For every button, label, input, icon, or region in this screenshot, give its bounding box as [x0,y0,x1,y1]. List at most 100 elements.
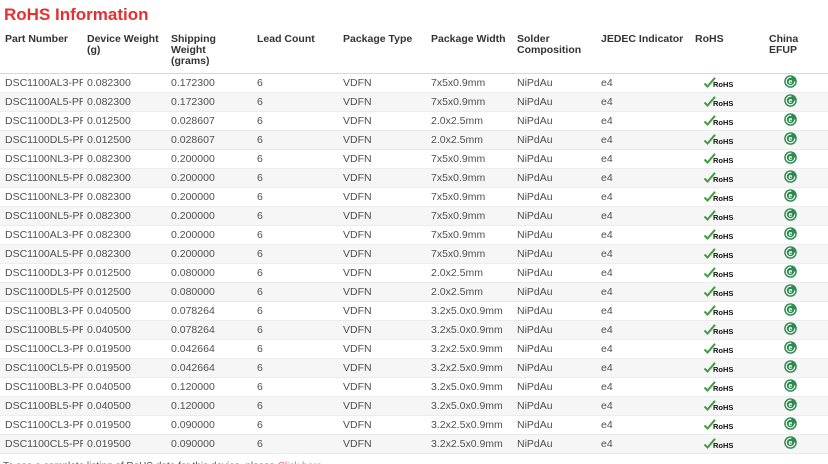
cell-shipping-weight: 0.200000 [167,150,253,169]
table-row: DSC1100CL5-PROG 0.019500 0.042664 6 VDFN… [0,359,828,378]
rohs-icon-label: RoHS [713,99,733,108]
cell-lead-count: 6 [253,245,339,264]
cell-jedec-indicator: e4 [597,435,691,454]
cell-shipping-weight: 0.042664 [167,359,253,378]
cell-package-type: VDFN [339,169,427,188]
rohs-compliant-check-icon: RoHS [703,399,733,412]
cell-jedec-indicator: e4 [597,207,691,226]
cell-china-efup: e [765,435,828,454]
cell-device-weight: 0.082300 [83,74,167,93]
cell-solder-composition: NiPdAu [513,321,597,340]
table-row: DSC1100AL5-PROG 0.082300 0.172300 6 VDFN… [0,93,828,112]
cell-package-type: VDFN [339,378,427,397]
cell-part-number: DSC1100CL3-PROG [0,340,83,359]
efup-icon-glyph: e [789,326,793,333]
cell-rohs: RoHS [691,264,765,283]
table-row: DSC1100CL3-PROG 0.019500 0.042664 6 VDFN… [0,340,828,359]
china-efup-e-circle-icon: e [784,341,797,354]
rohs-compliant-check-icon: RoHS [703,361,733,374]
cell-device-weight: 0.040500 [83,397,167,416]
cell-solder-composition: NiPdAu [513,93,597,112]
rohs-icon-label: RoHS [713,137,733,146]
cell-package-type: VDFN [339,131,427,150]
cell-package-type: VDFN [339,74,427,93]
cell-rohs: RoHS [691,397,765,416]
cell-package-width: 7x5x0.9mm [427,245,513,264]
rohs-icon-label: RoHS [713,384,733,393]
cell-part-number: DSC1100BL5-PROGT [0,397,83,416]
cell-jedec-indicator: e4 [597,359,691,378]
cell-jedec-indicator: e4 [597,264,691,283]
cell-package-width: 3.2x2.5x0.9mm [427,435,513,454]
rohs-icon-label: RoHS [713,213,733,222]
cell-device-weight: 0.082300 [83,226,167,245]
table-row: DSC1100BL3-PROGT 0.040500 0.120000 6 VDF… [0,378,828,397]
rohs-compliant-check-icon: RoHS [703,76,733,89]
cell-jedec-indicator: e4 [597,112,691,131]
cell-rohs: RoHS [691,340,765,359]
cell-shipping-weight: 0.200000 [167,245,253,264]
china-efup-e-circle-icon: e [784,398,797,411]
cell-part-number: DSC1100CL5-PROG [0,359,83,378]
cell-part-number: DSC1100NL5-PROG [0,169,83,188]
china-efup-e-circle-icon: e [784,94,797,107]
rohs-icon-label: RoHS [713,441,733,450]
cell-china-efup: e [765,378,828,397]
table-row: DSC1100AL3-PROGT 0.082300 0.200000 6 VDF… [0,226,828,245]
cell-package-width: 7x5x0.9mm [427,226,513,245]
efup-icon-glyph: e [789,440,793,447]
cell-solder-composition: NiPdAu [513,188,597,207]
cell-part-number: DSC1100NL3-PROGT [0,188,83,207]
cell-shipping-weight: 0.090000 [167,416,253,435]
china-efup-e-circle-icon: e [784,132,797,145]
cell-solder-composition: NiPdAu [513,378,597,397]
cell-shipping-weight: 0.200000 [167,169,253,188]
cell-rohs: RoHS [691,131,765,150]
rohs-icon-label: RoHS [713,251,733,260]
cell-china-efup: e [765,245,828,264]
cell-rohs: RoHS [691,226,765,245]
cell-part-number: DSC1100AL3-PROGT [0,226,83,245]
cell-rohs: RoHS [691,112,765,131]
cell-china-efup: e [765,188,828,207]
cell-package-width: 2.0x2.5mm [427,283,513,302]
cell-device-weight: 0.082300 [83,188,167,207]
cell-solder-composition: NiPdAu [513,435,597,454]
cell-device-weight: 0.019500 [83,435,167,454]
rohs-compliant-check-icon: RoHS [703,437,733,450]
rohs-icon-label: RoHS [713,365,733,374]
cell-lead-count: 6 [253,302,339,321]
cell-solder-composition: NiPdAu [513,150,597,169]
rohs-information-page: RoHS Information Part Number Device Weig… [0,0,828,464]
efup-icon-glyph: e [789,269,793,276]
china-efup-e-circle-icon: e [784,151,797,164]
column-header-shipping-weight: Shipping Weight (grams) [167,32,253,74]
china-efup-e-circle-icon: e [784,170,797,183]
efup-icon-glyph: e [789,364,793,371]
cell-solder-composition: NiPdAu [513,74,597,93]
cell-solder-composition: NiPdAu [513,245,597,264]
cell-part-number: DSC1100BL5-PROG [0,321,83,340]
china-efup-e-circle-icon: e [784,246,797,259]
table-row: DSC1100DL5-PROGT 0.012500 0.080000 6 VDF… [0,283,828,302]
cell-jedec-indicator: e4 [597,150,691,169]
rohs-compliant-check-icon: RoHS [703,285,733,298]
cell-part-number: DSC1100BL3-PROG [0,302,83,321]
cell-china-efup: e [765,112,828,131]
cell-part-number: DSC1100DL3-PROGT [0,264,83,283]
rohs-compliant-check-icon: RoHS [703,228,733,241]
rohs-compliant-check-icon: RoHS [703,418,733,431]
cell-device-weight: 0.082300 [83,169,167,188]
cell-solder-composition: NiPdAu [513,226,597,245]
rohs-icon-label: RoHS [713,270,733,279]
rohs-icon-label: RoHS [713,289,733,298]
cell-package-width: 7x5x0.9mm [427,169,513,188]
cell-jedec-indicator: e4 [597,321,691,340]
rohs-compliant-check-icon: RoHS [703,114,733,127]
cell-jedec-indicator: e4 [597,131,691,150]
cell-package-type: VDFN [339,93,427,112]
cell-jedec-indicator: e4 [597,340,691,359]
cell-jedec-indicator: e4 [597,169,691,188]
china-efup-e-circle-icon: e [784,379,797,392]
cell-china-efup: e [765,302,828,321]
